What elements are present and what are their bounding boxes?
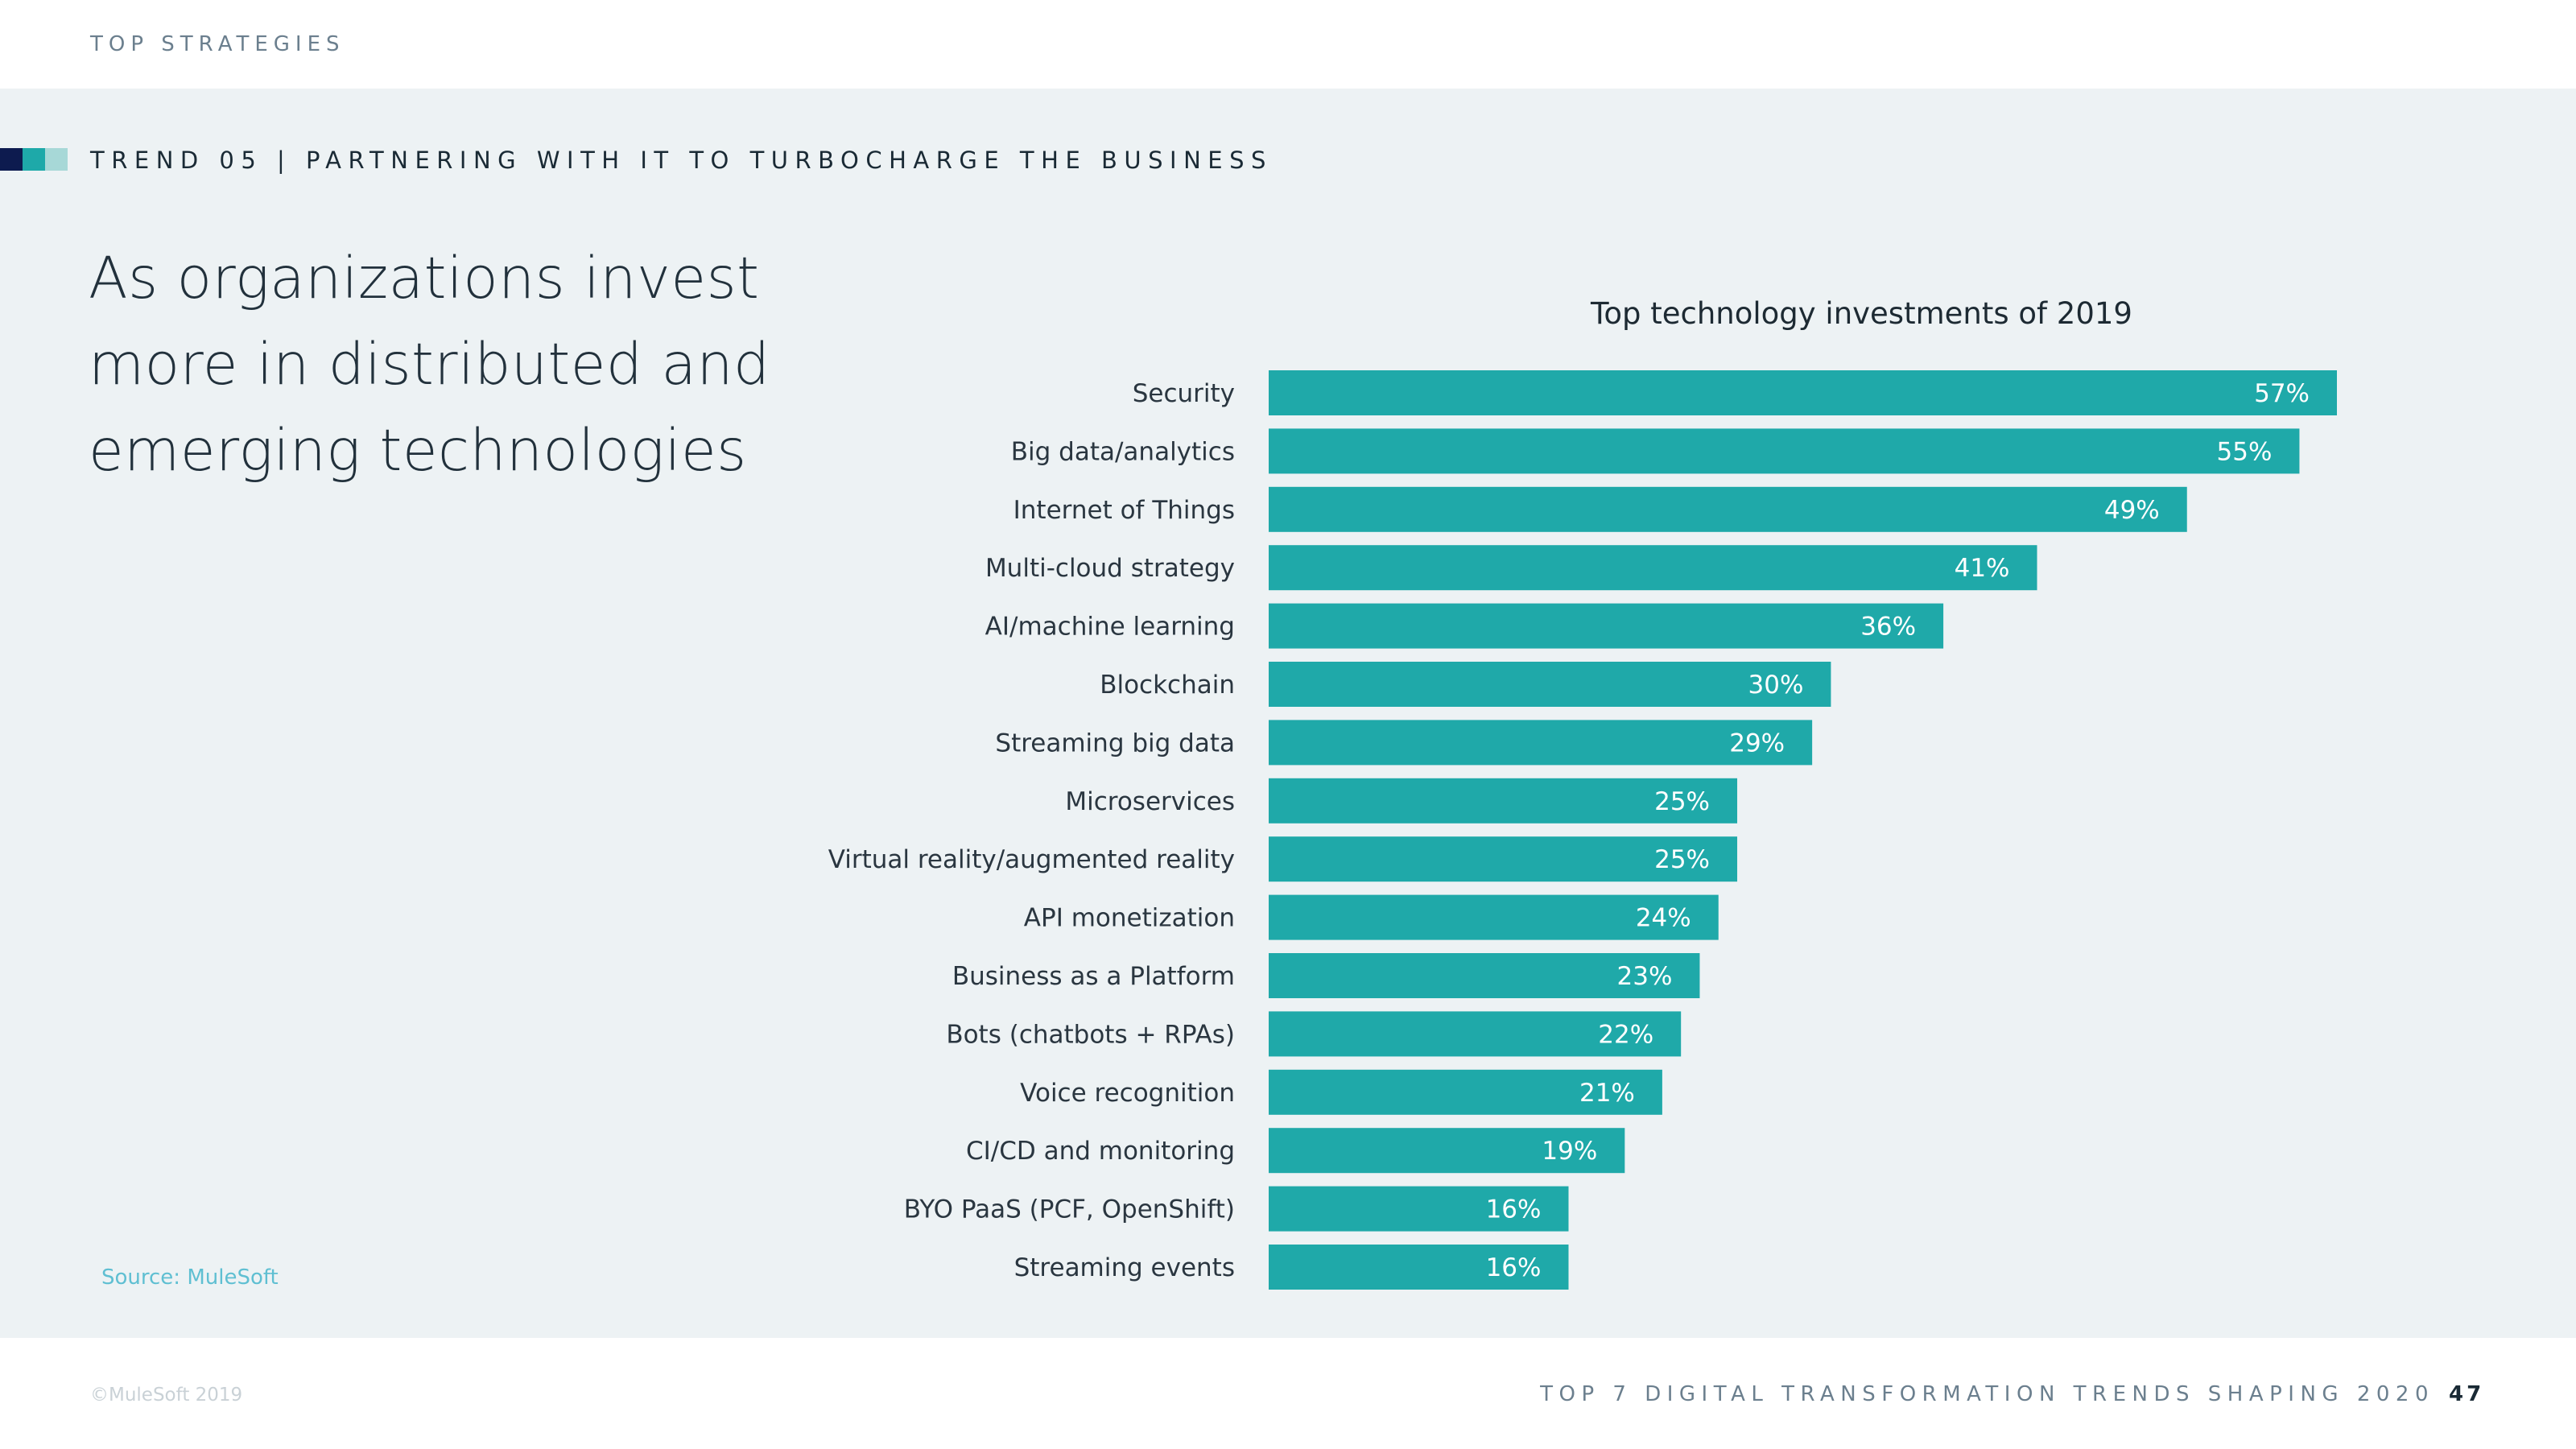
category-label: Internet of Things — [1013, 496, 1235, 525]
swatch-light — [45, 148, 68, 171]
trend-heading: TREND 05 | PARTNERING WITH IT TO TURBOCH… — [90, 147, 1273, 174]
category-label: API monetization — [1024, 904, 1235, 933]
bar-3 — [1269, 545, 2037, 591]
headline-line-2: more in distributed and — [89, 331, 770, 398]
value-label: 16% — [1486, 1253, 1542, 1282]
value-label: 21% — [1579, 1079, 1635, 1108]
bar-13 — [1269, 1128, 1625, 1174]
category-label: Multi-cloud strategy — [985, 554, 1235, 583]
category-label: Blockchain — [1100, 671, 1235, 700]
headline: As organizations invest more in distribu… — [89, 235, 813, 493]
bar-8 — [1269, 836, 1738, 882]
bar-2 — [1269, 486, 2187, 532]
bar-10 — [1269, 953, 1700, 998]
category-label: Voice recognition — [1020, 1079, 1235, 1108]
footer-copyright: ©MuleSoft 2019 — [90, 1385, 243, 1406]
value-label: 24% — [1636, 904, 1691, 933]
bar-6 — [1269, 720, 1813, 766]
bar-12 — [1269, 1069, 1662, 1115]
bar-0 — [1269, 370, 2337, 415]
category-label: BYO PaaS (PCF, OpenShift) — [904, 1195, 1235, 1224]
trend-swatches — [0, 148, 68, 171]
value-label: 55% — [2217, 437, 2273, 466]
category-label: Security — [1133, 379, 1235, 408]
value-label: 57% — [2254, 379, 2310, 408]
bar-15 — [1269, 1245, 1569, 1290]
swatch-teal — [23, 148, 45, 171]
headline-line-1: As organizations invest — [89, 245, 760, 312]
value-label: 22% — [1598, 1020, 1653, 1049]
category-label: Big data/analytics — [1011, 437, 1235, 466]
category-label: AI/machine learning — [985, 613, 1235, 642]
bar-5 — [1269, 662, 1831, 707]
value-label: 30% — [1748, 671, 1804, 700]
category-label: Virtual reality/augmented reality — [828, 845, 1235, 874]
bar-11 — [1269, 1011, 1682, 1057]
page-number: 47 — [2449, 1382, 2485, 1406]
value-label: 19% — [1542, 1137, 1597, 1166]
value-label: 36% — [1860, 613, 1916, 642]
category-label: Bots (chatbots + RPAs) — [946, 1020, 1235, 1049]
bar-4 — [1269, 603, 1944, 649]
value-label: 25% — [1654, 787, 1710, 816]
value-label: 49% — [2104, 496, 2160, 525]
bar-7 — [1269, 778, 1738, 824]
category-label: Streaming events — [1014, 1253, 1235, 1282]
category-label: Streaming big data — [995, 729, 1235, 758]
section-label: TOP STRATEGIES — [90, 32, 345, 56]
value-label: 16% — [1486, 1195, 1542, 1224]
category-label: Business as a Platform — [952, 962, 1235, 991]
source-note: Source: MuleSoft — [101, 1265, 279, 1290]
value-label: 29% — [1729, 729, 1785, 758]
bar-1 — [1269, 428, 2300, 474]
value-label: 25% — [1654, 845, 1710, 874]
category-label: CI/CD and monitoring — [966, 1137, 1235, 1166]
value-label: 23% — [1617, 962, 1673, 991]
category-label: Microservices — [1065, 787, 1235, 816]
bar-14 — [1269, 1186, 1569, 1232]
value-label: 41% — [1955, 554, 2010, 583]
chart-title: Top technology investments of 2019 — [1591, 296, 2132, 331]
swatch-dark — [0, 148, 23, 171]
bar-9 — [1269, 894, 1719, 940]
top-bar: TOP STRATEGIES — [0, 0, 2576, 89]
footer-title: TOP 7 DIGITAL TRANSFORMATION TRENDS SHAP… — [1540, 1382, 2434, 1406]
headline-line-3: emerging technologies — [89, 417, 747, 484]
